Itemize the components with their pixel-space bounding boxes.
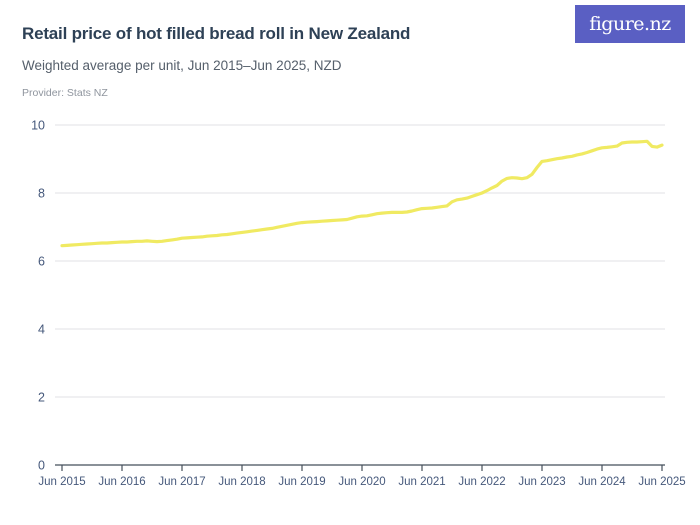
y-tick-label: 0 xyxy=(38,459,45,473)
page-title: Retail price of hot filled bread roll in… xyxy=(22,24,411,43)
y-tick-label: 2 xyxy=(38,391,45,405)
x-tick-label: Jun 2018 xyxy=(218,476,265,488)
x-tick-label: Jun 2020 xyxy=(338,476,385,488)
x-tick-label: Jun 2019 xyxy=(278,476,325,488)
price-line-chart: 0 2 4 6 8 10 Jun 2015 Jun 2016 Jun 2017 Jun 2018 J… xyxy=(31,119,686,489)
x-tick-label: Jun 2025 xyxy=(638,476,685,488)
x-tick-label: Jun 2023 xyxy=(518,476,565,488)
price-line xyxy=(60,139,664,248)
y-tick-label: 6 xyxy=(38,255,45,269)
x-tick-label: Jun 2022 xyxy=(458,476,505,488)
x-tick-label: Jun 2016 xyxy=(98,476,145,488)
x-tick-label: Jun 2024 xyxy=(578,476,626,488)
x-tick-label: Jun 2021 xyxy=(398,476,445,488)
x-tick-label: Jun 2017 xyxy=(158,476,205,488)
chart-subtitle: Weighted average per unit, Jun 2015–Jun … xyxy=(22,58,342,73)
y-tick-label: 4 xyxy=(38,323,45,337)
y-tick-label: 8 xyxy=(38,187,45,201)
provider-attribution: Provider: Stats NZ xyxy=(22,87,108,99)
x-tick-label: Jun 2015 xyxy=(38,476,85,488)
figure-nz-logo-text: figure.nz xyxy=(589,12,671,35)
y-tick-label: 10 xyxy=(31,119,45,133)
figure-nz-logo[interactable]: figure.nz xyxy=(575,5,685,43)
